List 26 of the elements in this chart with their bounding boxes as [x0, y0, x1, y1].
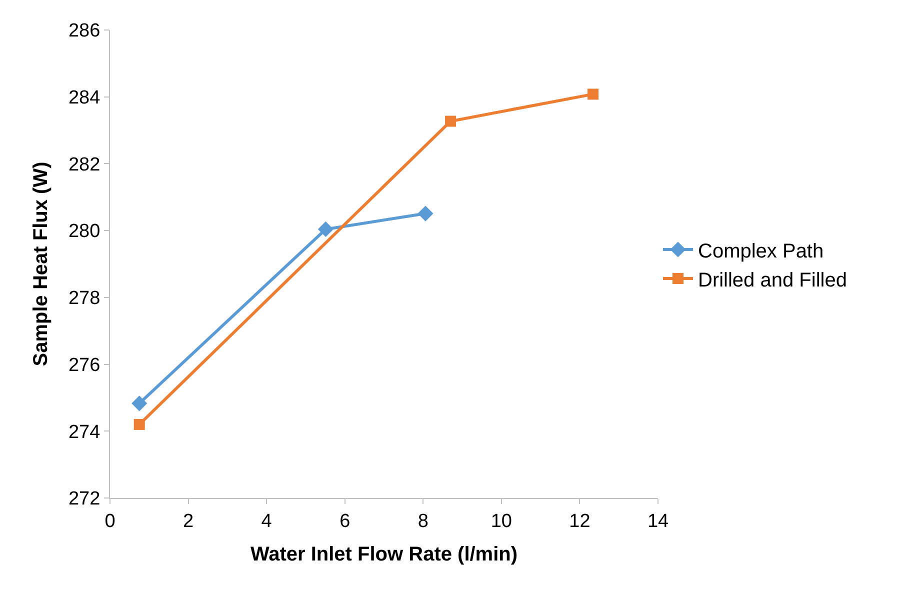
point	[318, 221, 334, 238]
y-tick-label: 282	[68, 154, 100, 176]
x-tick-label: 0	[104, 510, 116, 532]
y-tick-label: 278	[68, 288, 100, 310]
y-tick-label: 276	[68, 354, 100, 376]
y-tick-label: 274	[68, 422, 101, 443]
x-tick-label: 2	[183, 510, 194, 532]
x-tick-label: 4	[261, 510, 272, 532]
y-tick-label: 280	[68, 221, 100, 242]
y-tick-label: 284	[68, 88, 101, 109]
x-tick-label: 14	[647, 510, 669, 532]
y-tick-label: 272	[68, 488, 100, 510]
point	[134, 418, 145, 430]
y-axis-title: Sample Heat Flux (W)	[30, 162, 52, 366]
point	[445, 116, 456, 127]
x-tick-label: 12	[569, 510, 590, 532]
x-tick-label: 10	[490, 510, 512, 532]
x-tick-label: 8	[418, 510, 428, 532]
point	[418, 206, 434, 222]
y-tick-label: 286	[68, 20, 100, 42]
x-axis-title: Water Inlet Flow Rate (l/min)	[250, 543, 518, 566]
legend-label: Complex Path	[698, 240, 824, 262]
legend-label: Drilled and Filled	[698, 269, 847, 292]
point	[132, 396, 148, 412]
point	[588, 88, 599, 100]
x-tick-label: 6	[340, 510, 350, 532]
